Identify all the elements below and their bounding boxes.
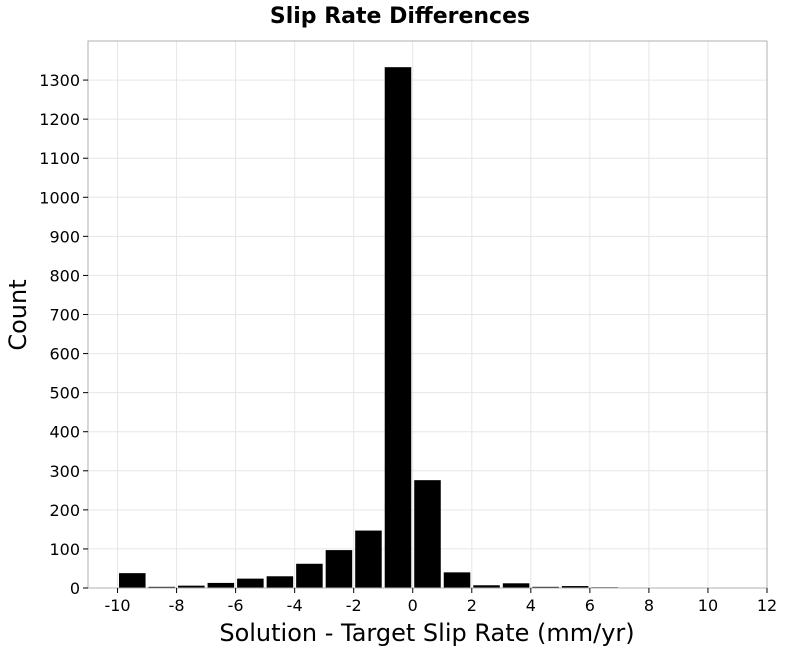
bar <box>237 578 264 588</box>
bar <box>207 582 235 588</box>
bar <box>266 576 294 588</box>
y-tick-label: 700 <box>49 306 80 325</box>
y-tick-label: 600 <box>49 345 80 364</box>
bar <box>384 67 412 588</box>
y-tick-label: 1000 <box>39 188 80 207</box>
chart-title: Slip Rate Differences <box>270 4 530 29</box>
y-tick-label: 500 <box>49 384 80 403</box>
bar <box>325 550 353 588</box>
y-tick-label: 400 <box>49 423 80 442</box>
y-axis-title: Count <box>4 279 32 350</box>
x-tick-label: 2 <box>467 596 477 615</box>
x-axis-title: Solution - Target Slip Rate (mm/yr) <box>219 619 634 647</box>
y-tick-label: 900 <box>49 227 80 246</box>
x-tick-label: 4 <box>526 596 536 615</box>
x-tick-label: -6 <box>228 596 244 615</box>
bar <box>414 480 441 588</box>
bar <box>473 585 500 588</box>
bar <box>119 573 146 588</box>
bar <box>532 586 559 588</box>
y-tick-label: 1300 <box>39 71 80 90</box>
bar <box>561 586 589 588</box>
y-tick-label: 300 <box>49 462 80 481</box>
bar <box>502 583 530 588</box>
x-tick-label: 6 <box>585 596 595 615</box>
bars <box>119 67 736 588</box>
y-tick-label: 1200 <box>39 110 80 129</box>
y-axis-ticks: 0 100 200 300 400 500 600 700 800 900 1000 1100 1200… <box>39 71 88 598</box>
y-tick-label: 100 <box>49 540 80 559</box>
y-tick-label: 0 <box>70 579 80 598</box>
x-tick-label: -4 <box>287 596 303 615</box>
x-axis-ticks: -10 -8 -6 -4 -2 0 2 4 6 8 10 12 <box>104 588 777 615</box>
x-tick-label: 10 <box>698 596 718 615</box>
bar <box>296 563 323 588</box>
bar <box>148 586 176 588</box>
bar <box>355 530 382 588</box>
x-tick-label: -10 <box>104 596 130 615</box>
x-tick-label: 8 <box>644 596 654 615</box>
x-tick-label: -8 <box>169 596 185 615</box>
x-tick-label: 0 <box>408 596 418 615</box>
y-tick-label: 800 <box>49 266 80 285</box>
bar <box>178 585 205 588</box>
bar <box>443 572 471 588</box>
y-tick-label: 1100 <box>39 149 80 168</box>
x-tick-label: 12 <box>757 596 777 615</box>
x-tick-label: -2 <box>346 596 362 615</box>
y-tick-label: 200 <box>49 501 80 520</box>
